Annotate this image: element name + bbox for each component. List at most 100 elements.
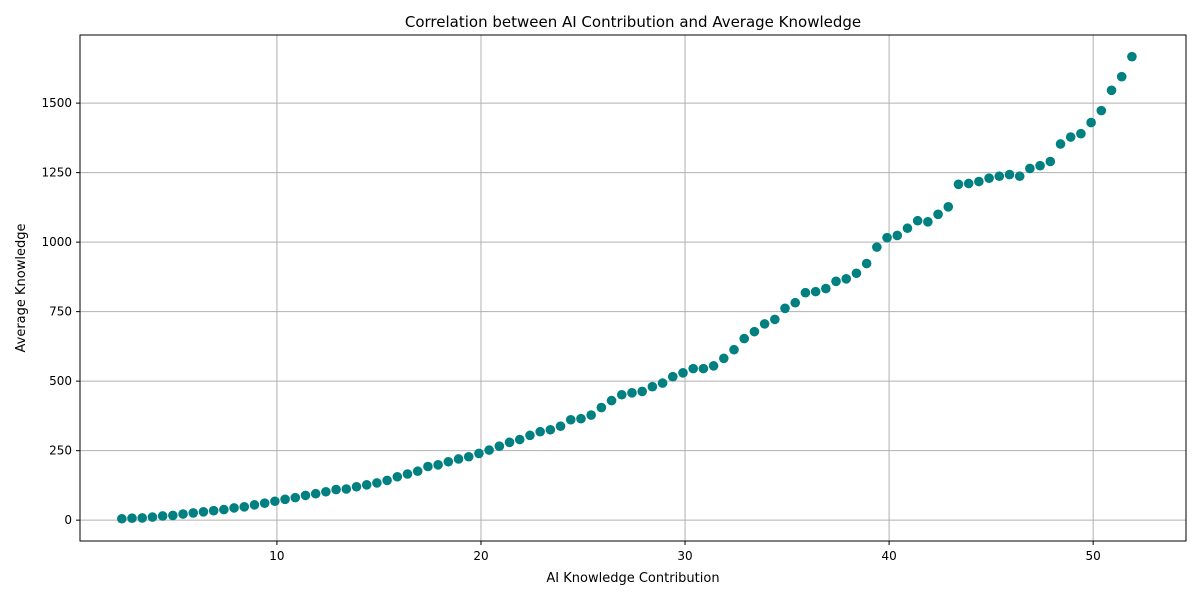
x-tick-label: 50 xyxy=(1086,549,1101,563)
data-point xyxy=(565,414,576,425)
data-point xyxy=(545,424,556,435)
data-point xyxy=(1045,156,1056,167)
data-point xyxy=(259,498,270,508)
data-point xyxy=(198,507,209,517)
data-point xyxy=(821,283,831,294)
data-point xyxy=(698,363,709,374)
data-point xyxy=(504,437,515,448)
data-point xyxy=(586,410,596,420)
y-axis-label: Average Knowledge xyxy=(14,224,29,353)
data-point xyxy=(708,361,719,371)
data-point xyxy=(576,413,586,424)
data-point xyxy=(800,287,811,298)
data-point xyxy=(1127,51,1137,62)
data-point xyxy=(1004,169,1015,180)
data-point xyxy=(861,258,872,269)
plot-frame xyxy=(79,34,1187,542)
y-tick-label: 1500 xyxy=(41,96,72,110)
data-point xyxy=(790,297,801,308)
data-point xyxy=(994,171,1005,182)
data-point xyxy=(392,471,403,482)
data-point xyxy=(596,402,607,413)
data-point xyxy=(249,500,260,510)
data-point xyxy=(463,451,474,462)
data-point xyxy=(770,314,780,325)
data-point xyxy=(923,217,933,227)
data-point xyxy=(310,488,321,499)
data-point xyxy=(341,484,352,494)
x-tick-label: 40 xyxy=(881,549,896,563)
data-point xyxy=(1096,105,1107,116)
data-points xyxy=(117,51,1137,524)
data-point xyxy=(351,481,362,492)
y-tick-label: 250 xyxy=(49,444,72,458)
data-point xyxy=(382,475,392,486)
data-point xyxy=(882,232,892,243)
x-tick-label: 30 xyxy=(677,549,692,563)
data-point xyxy=(872,242,882,252)
data-point xyxy=(484,445,494,455)
data-point xyxy=(280,494,290,505)
x-axis-label: AI Knowledge Contribution xyxy=(546,571,719,586)
chart-title: Correlation between AI Contribution and … xyxy=(405,13,861,31)
data-point xyxy=(1055,139,1066,149)
data-point xyxy=(749,326,760,337)
data-point xyxy=(514,434,525,445)
data-point xyxy=(433,460,443,470)
data-point xyxy=(321,486,331,497)
data-point xyxy=(300,490,311,501)
data-point xyxy=(780,303,790,314)
data-point xyxy=(372,478,382,488)
data-point xyxy=(1086,117,1096,128)
data-point xyxy=(647,381,658,392)
data-point xyxy=(423,461,433,472)
data-point xyxy=(525,430,535,441)
data-point xyxy=(739,333,750,344)
grid-lines xyxy=(80,35,1186,541)
y-tick-label: 500 xyxy=(49,374,72,388)
data-point xyxy=(474,448,484,459)
data-point xyxy=(729,344,739,355)
data-point xyxy=(831,276,841,287)
data-point xyxy=(1065,132,1076,142)
data-point xyxy=(188,508,199,518)
data-point xyxy=(157,511,168,521)
data-point xyxy=(974,176,984,187)
data-point xyxy=(412,466,423,477)
data-point xyxy=(147,512,158,522)
data-point xyxy=(984,173,994,183)
data-point xyxy=(678,367,688,378)
data-point xyxy=(851,268,862,279)
data-point xyxy=(616,389,627,400)
data-point xyxy=(555,421,566,431)
data-point xyxy=(943,202,954,212)
data-point xyxy=(902,223,913,234)
data-point xyxy=(361,480,372,490)
data-point xyxy=(1076,128,1086,139)
data-point xyxy=(453,454,464,464)
data-point xyxy=(627,388,637,398)
data-point xyxy=(219,504,229,515)
x-tick-label: 20 xyxy=(473,549,488,563)
data-point xyxy=(127,513,137,524)
data-point xyxy=(963,178,974,189)
x-tick-label: 10 xyxy=(269,549,284,563)
data-point xyxy=(657,378,668,388)
y-tick-label: 750 xyxy=(49,305,72,319)
data-point xyxy=(688,363,698,374)
data-point xyxy=(667,371,678,382)
y-tick-label: 0 xyxy=(64,513,72,527)
y-tick-label: 1000 xyxy=(41,235,72,249)
data-point xyxy=(912,215,923,226)
data-point xyxy=(178,509,188,519)
data-point xyxy=(841,274,852,284)
y-tick-label: 1250 xyxy=(41,166,72,180)
data-point xyxy=(606,395,617,406)
data-point xyxy=(535,426,545,437)
data-point xyxy=(494,441,505,451)
data-point xyxy=(239,502,250,512)
data-point xyxy=(892,230,903,241)
